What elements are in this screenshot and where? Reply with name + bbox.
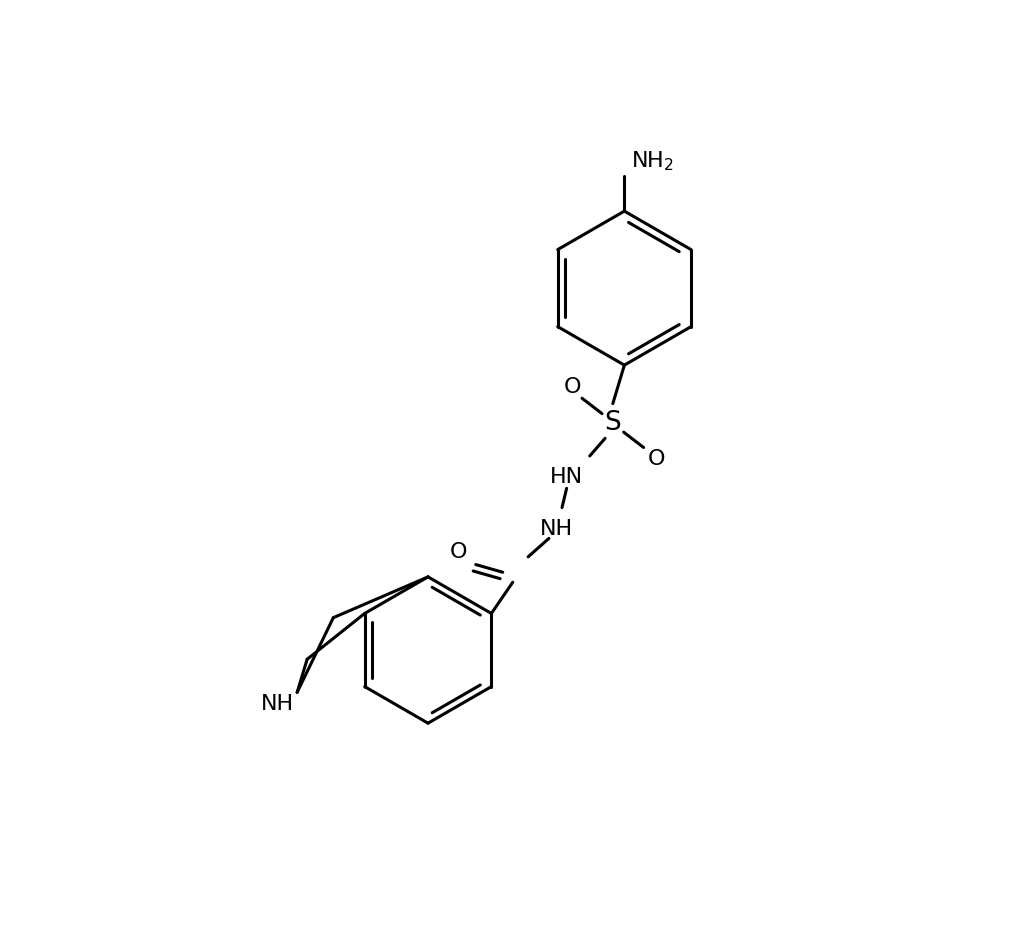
Text: NH: NH bbox=[540, 519, 573, 539]
Text: O: O bbox=[565, 377, 582, 397]
Text: HN: HN bbox=[550, 467, 583, 487]
Text: O: O bbox=[648, 449, 666, 469]
Text: NH$_2$: NH$_2$ bbox=[631, 149, 674, 173]
Text: O: O bbox=[450, 542, 467, 562]
Text: S: S bbox=[605, 410, 621, 436]
Text: NH: NH bbox=[261, 694, 294, 714]
